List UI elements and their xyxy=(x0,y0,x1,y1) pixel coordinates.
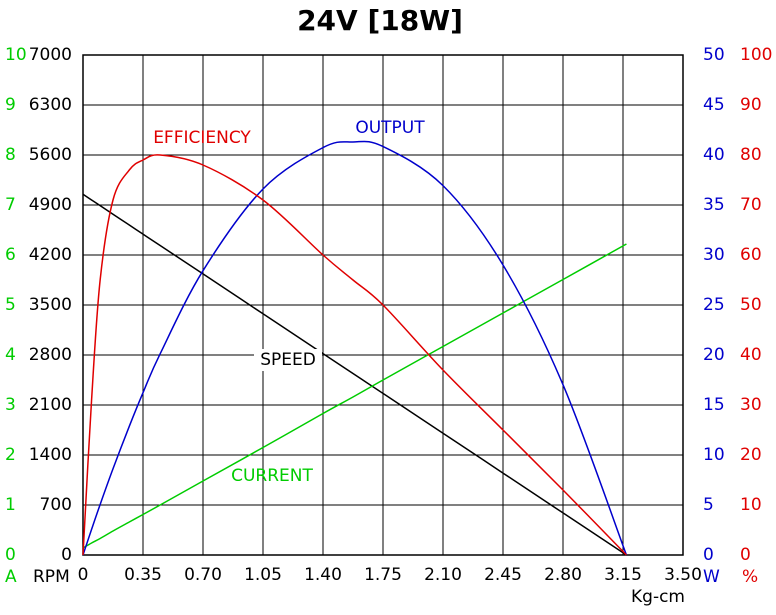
y-tick-label: 15 xyxy=(703,395,725,415)
x-tick-label: 0.35 xyxy=(124,565,162,585)
y-tick-label: 5 xyxy=(5,295,16,315)
y-tick-label: 35 xyxy=(703,195,725,215)
y-tick-label: 4200 xyxy=(29,245,72,265)
y-tick-label: 6 xyxy=(5,245,16,265)
series-line xyxy=(82,193,627,556)
y-tick-label: 60 xyxy=(740,245,762,265)
y-tick-label: 30 xyxy=(703,245,725,265)
y-tick-label: 5 xyxy=(703,495,714,515)
y-tick-label: 1 xyxy=(5,495,16,515)
x-tick-label: 1.05 xyxy=(244,565,282,585)
y-tick-label: 8 xyxy=(5,145,16,165)
y-tick-label: 90 xyxy=(740,95,762,115)
x-tick-label: 0 xyxy=(78,565,89,585)
y-tick-label: 80 xyxy=(740,145,762,165)
x-tick-label: 3.50 xyxy=(664,565,702,585)
y-tick-label: 10 xyxy=(740,495,762,515)
y-tick-label: 100 xyxy=(740,45,772,65)
y-tick-label: 40 xyxy=(703,145,725,165)
y-tick-label: 2800 xyxy=(29,345,72,365)
y-tick-label: 25 xyxy=(703,295,725,315)
x-tick-label: 2.80 xyxy=(544,565,582,585)
x-tick-label: 2.10 xyxy=(424,565,462,585)
y-tick-label: 45 xyxy=(703,95,725,115)
axis-title: W xyxy=(703,567,720,587)
chart-title: 24V [18W] xyxy=(297,4,463,37)
y-tick-label: 0 xyxy=(61,545,72,565)
y-tick-label: 0 xyxy=(703,545,714,565)
x-tick-label: 0.70 xyxy=(184,565,222,585)
y-tick-label: 40 xyxy=(740,345,762,365)
y-tick-label: 7 xyxy=(5,195,16,215)
x-tick-label: 1.75 xyxy=(364,565,402,585)
series-line xyxy=(82,154,627,556)
y-tick-label: 50 xyxy=(740,295,762,315)
axis-title: RPM xyxy=(33,567,70,587)
series-line xyxy=(82,140,628,556)
y-tick-label: 10 xyxy=(5,45,27,65)
y-tick-label: 2100 xyxy=(29,395,72,415)
x-tick-label: 3.15 xyxy=(604,565,642,585)
y-tick-label: 50 xyxy=(703,45,725,65)
y-tick-label: 30 xyxy=(740,395,762,415)
y-tick-label: 4900 xyxy=(29,195,72,215)
y-tick-label: 7000 xyxy=(29,45,72,65)
y-tick-label: 20 xyxy=(740,445,762,465)
y-tick-label: 4 xyxy=(5,345,16,365)
series-line xyxy=(82,243,627,549)
plot-border xyxy=(82,54,684,556)
series-label: EFFICIENCY xyxy=(153,128,251,148)
y-tick-label: 6300 xyxy=(29,95,72,115)
y-tick-label: 2 xyxy=(5,445,16,465)
y-tick-label: 0 xyxy=(740,545,751,565)
label-bg xyxy=(254,349,322,371)
y-tick-label: 3500 xyxy=(29,295,72,315)
y-tick-label: 1400 xyxy=(29,445,72,465)
series-label: OUTPUT xyxy=(355,118,425,138)
x-tick-label: 2.45 xyxy=(484,565,522,585)
y-tick-label: 0 xyxy=(5,545,16,565)
y-tick-label: 9 xyxy=(5,95,16,115)
y-tick-label: 20 xyxy=(703,345,725,365)
series-label: SPEED xyxy=(260,350,316,370)
y-tick-label: 10 xyxy=(703,445,725,465)
y-tick-label: 5600 xyxy=(29,145,72,165)
x-axis-label: Kg-cm xyxy=(631,587,685,607)
x-tick-label: 1.40 xyxy=(304,565,342,585)
y-tick-label: 70 xyxy=(740,195,762,215)
axis-title: A xyxy=(5,567,17,587)
y-tick-label: 700 xyxy=(40,495,72,515)
y-tick-label: 3 xyxy=(5,395,16,415)
series-label: CURRENT xyxy=(231,466,313,486)
axis-title: % xyxy=(742,567,758,587)
